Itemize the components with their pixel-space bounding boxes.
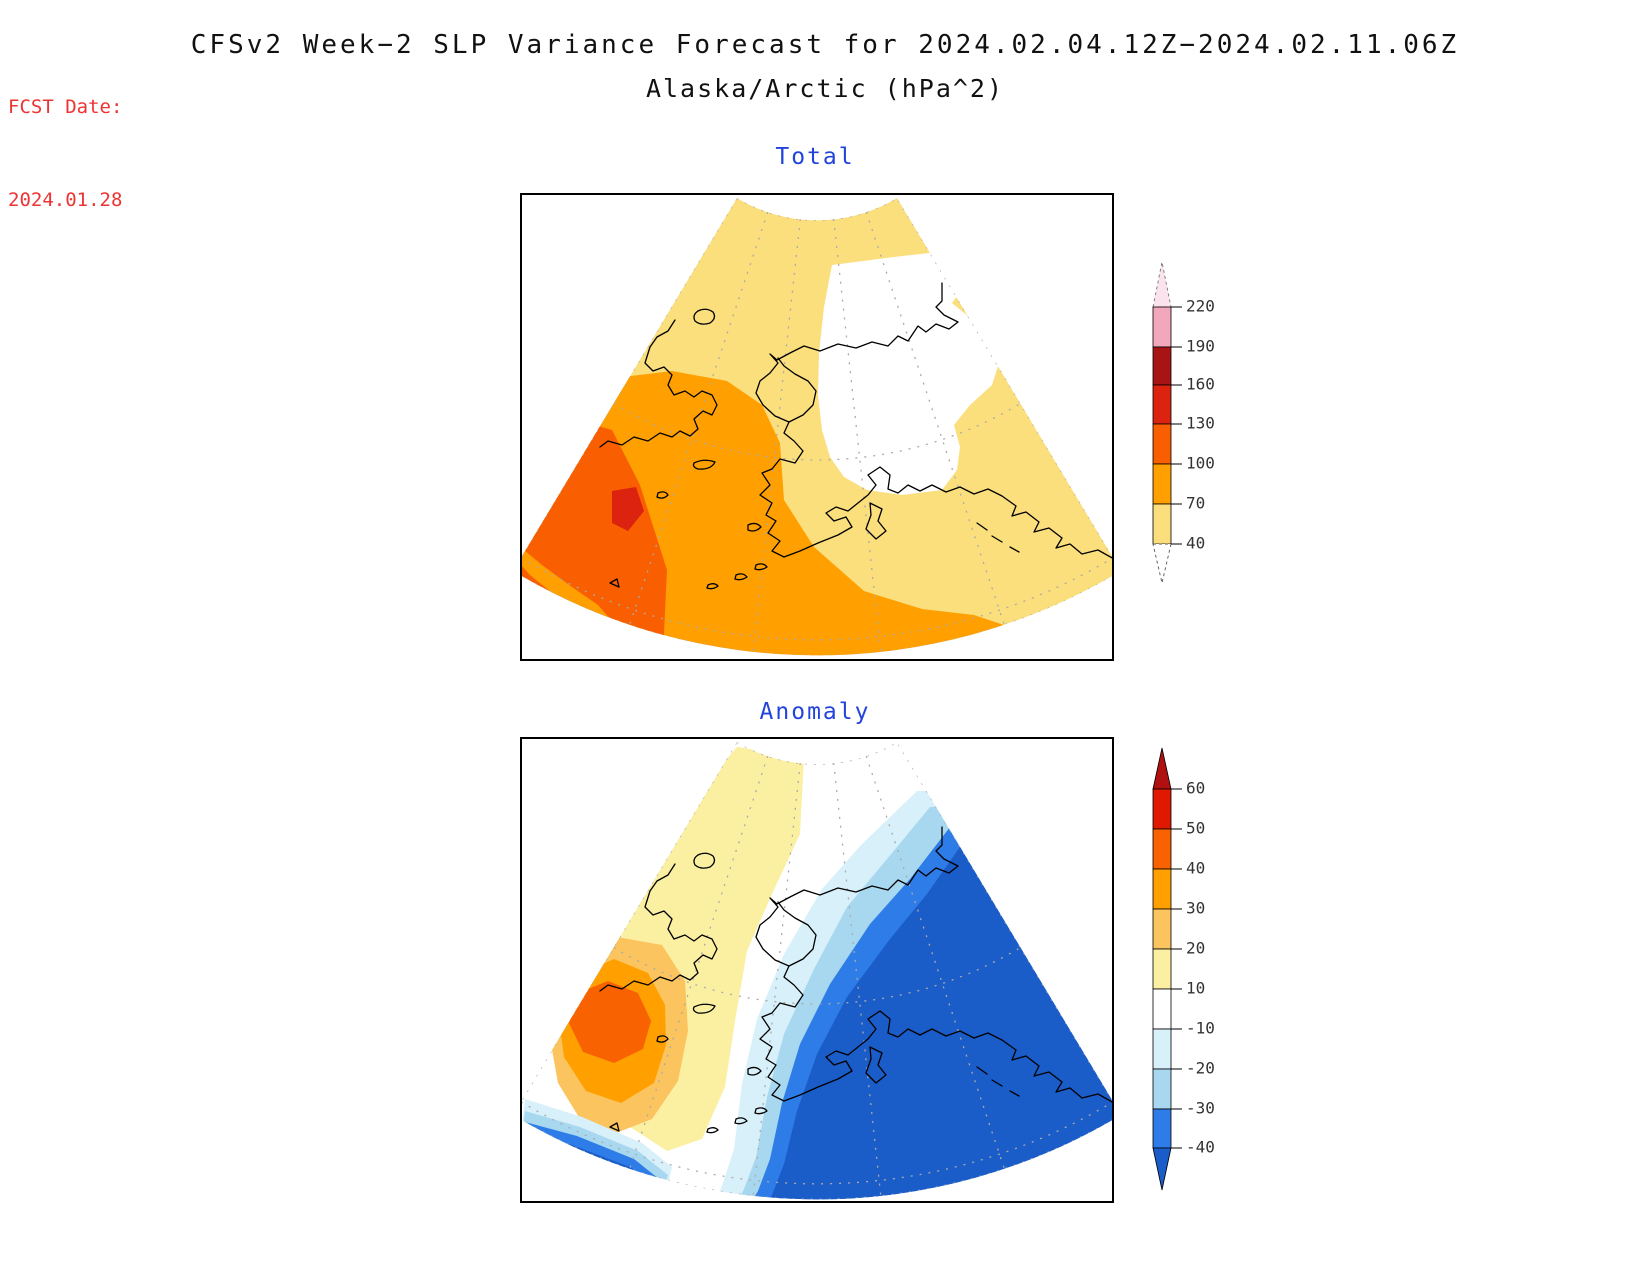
anomaly-cb-band-20-30 bbox=[1152, 908, 1172, 950]
total-band-70-100 bbox=[562, 371, 1032, 656]
anomaly-colorbar: 60 50 40 30 20 10 -10 -20 -30 -40 bbox=[1152, 747, 1215, 1191]
total-cb-label-160: 160 bbox=[1186, 375, 1215, 394]
anomaly-map-frame bbox=[520, 737, 1114, 1203]
anomaly-cb-band-50-60 bbox=[1152, 788, 1172, 830]
total-cb-band-130-160 bbox=[1152, 384, 1172, 425]
anomaly-cb-label-neg30: -30 bbox=[1186, 1099, 1215, 1118]
anomaly-cb-label-20: 20 bbox=[1186, 939, 1205, 958]
anomaly-panel-title: Anomaly bbox=[759, 699, 871, 725]
total-colorbar-top-arrow bbox=[1152, 261, 1172, 308]
anomaly-map bbox=[522, 742, 1112, 1200]
anomaly-cb-label-30: 30 bbox=[1186, 899, 1205, 918]
total-map bbox=[522, 198, 1112, 656]
total-map-layers bbox=[522, 198, 1112, 656]
anomaly-cb-label-neg10: -10 bbox=[1186, 1019, 1215, 1038]
total-colorbar-ticks bbox=[1171, 306, 1182, 545]
anomaly-cb-band-30-40 bbox=[1152, 868, 1172, 910]
total-cb-band-40-70 bbox=[1152, 503, 1172, 545]
anomaly-cb-label-60: 60 bbox=[1186, 779, 1205, 798]
fcst-date-block: FCST Date: 2024.01.28 bbox=[8, 30, 122, 278]
anomaly-cb-band-neutral bbox=[1152, 988, 1172, 1030]
anomaly-cb-band-10-20 bbox=[1152, 948, 1172, 990]
anomaly-cb-label-40: 40 bbox=[1186, 859, 1205, 878]
anomaly-colorbar-labels: 60 50 40 30 20 10 -10 -20 -30 -40 bbox=[1186, 779, 1215, 1157]
anomaly-cb-band-neg10-20 bbox=[1152, 1028, 1172, 1070]
total-colorbar: 220 190 160 130 100 70 40 bbox=[1152, 261, 1215, 584]
total-map-frame bbox=[520, 193, 1114, 661]
total-cb-label-70: 70 bbox=[1186, 494, 1205, 513]
total-cb-label-100: 100 bbox=[1186, 454, 1215, 473]
total-cb-label-220: 220 bbox=[1186, 297, 1215, 316]
anomaly-cb-band-neg20-30 bbox=[1152, 1068, 1172, 1110]
anomaly-colorbar-bottom-arrow bbox=[1152, 1147, 1172, 1191]
anomaly-colorbar-ticks bbox=[1171, 788, 1182, 1149]
total-cb-label-40: 40 bbox=[1186, 534, 1205, 553]
anomaly-cb-label-50: 50 bbox=[1186, 819, 1205, 838]
total-colorbar-labels: 220 190 160 130 100 70 40 bbox=[1186, 297, 1215, 553]
total-band-130-160-max bbox=[612, 487, 644, 531]
total-band-70-100-edge-sliver bbox=[522, 540, 610, 625]
total-cb-band-70-100 bbox=[1152, 463, 1172, 505]
anomaly-cb-band-neg30-40 bbox=[1152, 1108, 1172, 1149]
total-panel-title: Total bbox=[775, 144, 855, 170]
page-title: CFSv2 Week−2 SLP Variance Forecast for 2… bbox=[190, 30, 1460, 60]
fcst-date-label: FCST Date: bbox=[8, 96, 123, 118]
anomaly-map-layers bbox=[522, 742, 1112, 1200]
anomaly-cb-label-10: 10 bbox=[1186, 979, 1205, 998]
page-subtitle: Alaska/Arctic (hPa^2) bbox=[645, 74, 1005, 103]
anomaly-cb-band-40-50 bbox=[1152, 828, 1172, 870]
total-cb-band-160-190 bbox=[1152, 346, 1172, 386]
anomaly-band-40-50-max bbox=[569, 981, 651, 1063]
anomaly-colorbar-top-arrow bbox=[1152, 747, 1172, 790]
fcst-date-value: 2024.01.28 bbox=[8, 189, 123, 211]
total-band-below-40 bbox=[818, 251, 1000, 495]
anomaly-cb-label-neg40: -40 bbox=[1186, 1138, 1215, 1157]
total-cb-label-130: 130 bbox=[1186, 414, 1215, 433]
anomaly-cb-label-neg20: -20 bbox=[1186, 1059, 1215, 1078]
total-colorbar-bottom-arrow bbox=[1152, 543, 1172, 584]
total-cb-band-100-130 bbox=[1152, 423, 1172, 465]
total-cb-band-190-220 bbox=[1152, 306, 1172, 348]
total-cb-label-190: 190 bbox=[1186, 337, 1215, 356]
